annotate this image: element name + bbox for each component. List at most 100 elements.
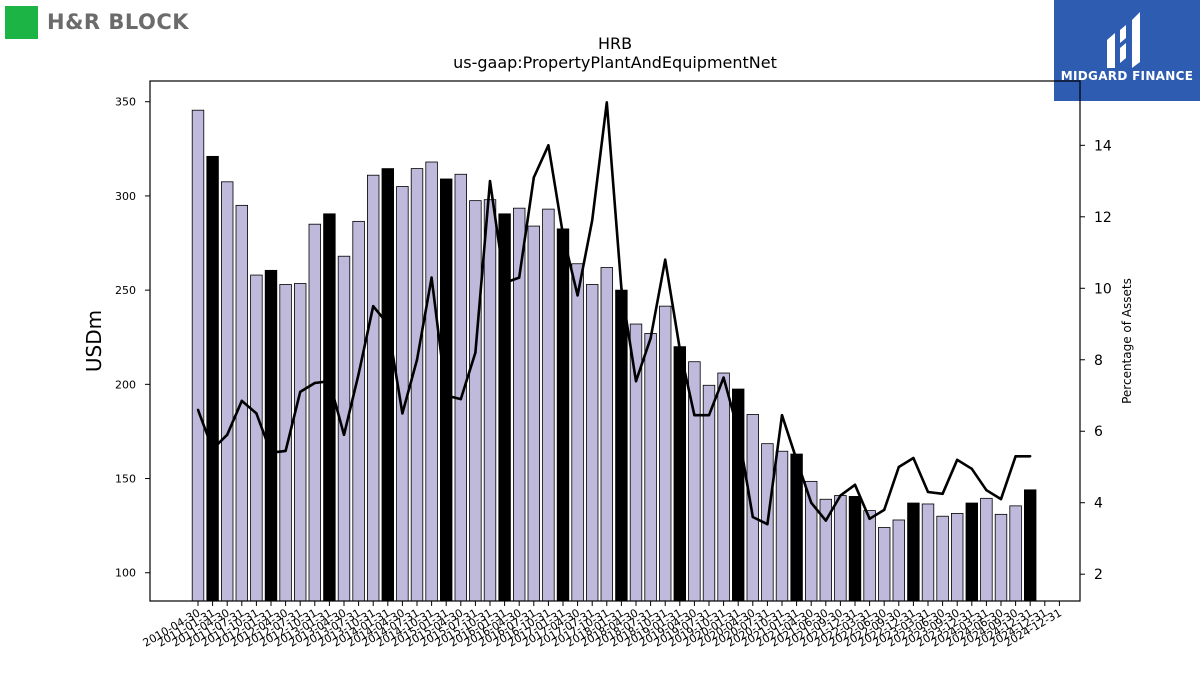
bar [965, 502, 979, 602]
line-point [999, 497, 1003, 501]
bar [513, 207, 526, 602]
y2-axis-label: Percentage of Assets [1120, 278, 1134, 404]
line-point [576, 294, 579, 297]
line-point [415, 358, 419, 361]
bar [586, 284, 599, 602]
bar [921, 503, 935, 602]
bar [250, 274, 263, 602]
bar [206, 155, 219, 602]
bar [279, 284, 292, 602]
bar [425, 161, 438, 602]
line-point [1014, 455, 1017, 458]
line-point [503, 281, 506, 285]
line-point [372, 304, 375, 308]
bar [337, 255, 351, 602]
bar [323, 213, 336, 602]
bar [264, 269, 278, 602]
line-point [780, 413, 784, 417]
line-point [970, 467, 973, 470]
hr-block-green-square-icon [5, 5, 38, 39]
line-point [620, 287, 623, 290]
line-point [313, 381, 316, 385]
chart-subtitle: us-gaap:PropertyPlantAndEquipmentNet [453, 53, 777, 72]
line-point [678, 347, 681, 351]
line-point [1029, 455, 1032, 458]
bar [746, 414, 760, 602]
line-point [707, 413, 711, 417]
x-axis: 2010-04-302011-01-312011-04-302011-07-31… [141, 601, 1064, 650]
bar [907, 502, 920, 602]
y2-tick-label: 8 [1094, 353, 1103, 369]
bar [498, 213, 511, 602]
line-point [459, 397, 462, 401]
y-axis-left: 100 150 200 250 300 350 [115, 96, 150, 580]
bar [527, 225, 541, 602]
bar [352, 220, 365, 602]
bar [381, 168, 395, 602]
plot-frame [149, 80, 1081, 602]
y-axis-right: 2 4 6 8 10 12 14 [1080, 138, 1112, 583]
bar [951, 512, 964, 602]
bar [615, 289, 628, 602]
line-point [853, 483, 857, 487]
bar [191, 109, 205, 602]
midgard-finance-logo: MIDGARD FINANCE [1054, 0, 1200, 101]
line-point [357, 372, 360, 376]
midgard-emblem-icon [1054, 0, 1200, 101]
line-point [751, 515, 754, 519]
y-tick-label: 150 [115, 473, 136, 486]
bar [936, 515, 949, 602]
bar [892, 519, 906, 602]
hr-block-logo: H&R BLOCK [5, 5, 189, 39]
y-tick-label: 300 [115, 190, 136, 203]
bar [775, 450, 789, 602]
line-point [664, 258, 667, 261]
line-point [795, 458, 798, 462]
line-point [766, 522, 769, 526]
line-point [401, 412, 404, 415]
bar [556, 228, 570, 602]
y2-tick-label: 2 [1094, 567, 1103, 583]
line-point [985, 489, 988, 492]
line-point [299, 390, 302, 394]
midgard-finance-name: MIDGARD FINANCE [1060, 69, 1194, 83]
line-point [824, 519, 827, 522]
bar [600, 267, 614, 602]
line-point [897, 465, 900, 469]
bar [293, 283, 307, 602]
line-point [926, 490, 930, 494]
y-tick-label: 200 [115, 378, 136, 391]
y2-tick-label: 10 [1094, 281, 1112, 297]
y-tick-label: 350 [115, 96, 136, 109]
line-point [941, 492, 944, 495]
bar [220, 181, 234, 602]
bar [1024, 489, 1037, 602]
line-point [240, 399, 243, 403]
line-point [722, 376, 725, 379]
y2-tick-label: 14 [1094, 138, 1112, 154]
bar [366, 174, 380, 602]
y2-tick-label: 6 [1094, 424, 1103, 440]
bar [659, 305, 672, 602]
line-point [445, 394, 448, 397]
line-point [839, 494, 842, 497]
line-point [328, 380, 331, 383]
y-tick-label: 250 [115, 284, 136, 297]
bar [410, 168, 424, 602]
line-point [474, 351, 477, 354]
line-point [547, 144, 550, 147]
line-point [868, 517, 871, 521]
bar [308, 223, 322, 602]
bar [878, 527, 891, 602]
bar [994, 513, 1008, 602]
line-point [912, 456, 915, 460]
bar [717, 372, 730, 602]
line-point [956, 458, 959, 462]
bar [863, 510, 876, 602]
line-point [196, 408, 200, 411]
bar [848, 496, 862, 602]
line-point [532, 176, 535, 179]
y-tick-label: 100 [115, 567, 136, 580]
y2-tick-label: 4 [1094, 496, 1103, 512]
line-point [488, 179, 492, 183]
